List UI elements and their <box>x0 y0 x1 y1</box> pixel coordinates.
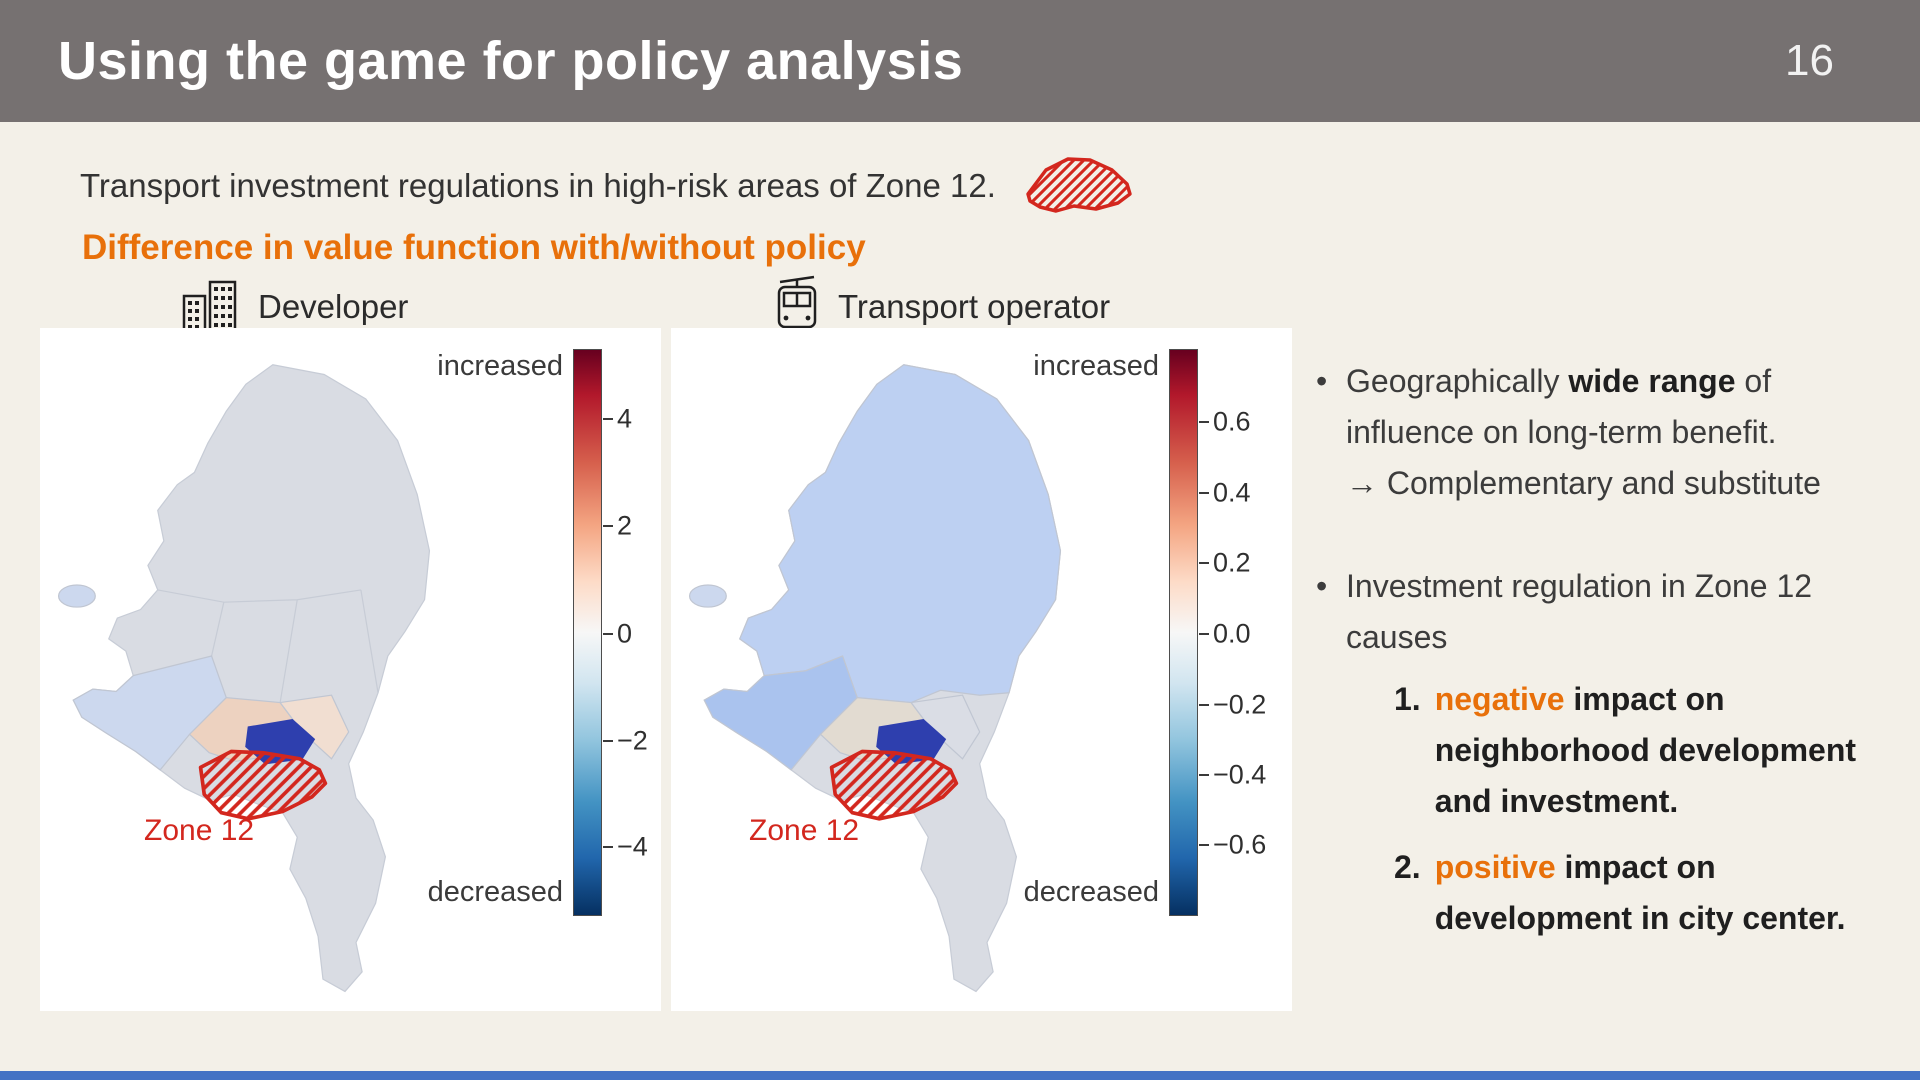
notes-panel: • Geographically wide range of influence… <box>1316 356 1908 1056</box>
colorbar-tick-label: −4 <box>617 831 648 862</box>
colorbar-tick-label: 0 <box>617 618 633 649</box>
note-text-segment: influence on long-term benefit. <box>1346 414 1777 450</box>
colorbar-tick-label: 2 <box>617 510 633 541</box>
intro-text: Transport investment regulations in high… <box>80 167 996 204</box>
note-text-segment: Geographically <box>1346 363 1569 399</box>
map-caption-label-developer: Developer <box>258 288 409 325</box>
list-number: 2. <box>1394 849 1421 885</box>
colorbar-tick <box>603 418 613 420</box>
colorbar-tick <box>603 740 613 742</box>
zone-north-blue <box>739 364 1062 704</box>
map-panel-developer: increased decreased 4 2 0 −2 −4 Zone 12 <box>40 328 661 1011</box>
subtitle: Difference in value function with/withou… <box>82 228 866 267</box>
zone-borders <box>133 589 379 703</box>
zone-12-label: Zone 12 <box>144 814 255 847</box>
choropleth-map-transport <box>688 364 1062 993</box>
note-text-segment: of <box>1735 363 1772 399</box>
note-regulation: • Investment regulation in Zone 12 cause… <box>1316 561 1812 663</box>
intro-row: Transport investment regulations in high… <box>80 152 1140 220</box>
note-text-bold: and investment. <box>1434 783 1679 819</box>
colorbar-tick <box>1199 704 1209 706</box>
colorbar-bottom-label: decreased <box>427 876 563 908</box>
list-number: 1. <box>1394 681 1421 717</box>
map-panel-transport-operator: increased decreased 0.6 0.4 0.2 0.0 −0.2… <box>671 328 1292 1011</box>
colorbar-tick-label: −0.4 <box>1213 759 1267 790</box>
highlight-positive: positive <box>1434 849 1556 885</box>
map-caption-developer: Developer <box>178 274 408 340</box>
note-item-negative: 1. negative impact on neighborhood devel… <box>1394 674 1856 827</box>
colorbar-tick <box>603 525 613 527</box>
choropleth-map-developer <box>57 364 431 993</box>
colorbar-tick <box>1199 562 1209 564</box>
note-text-segment: → Complementary and substitute <box>1346 465 1821 501</box>
colorbar-tick <box>1199 774 1209 776</box>
note-text-bold: impact on <box>1564 681 1725 717</box>
colorbar-tick-label: 0.6 <box>1213 406 1251 437</box>
colorbar <box>573 349 602 916</box>
colorbar-tick <box>603 846 613 848</box>
zone-12-hatched-area <box>829 749 959 821</box>
zone-12-hatched-area <box>198 749 328 821</box>
colorbar-tick <box>1199 421 1209 423</box>
zone-light-blue <box>72 655 227 771</box>
colorbar-tick-label: 0.2 <box>1213 547 1251 578</box>
map-caption-transport: Transport operator <box>772 274 1110 340</box>
colorbar-tick-label: 0.0 <box>1213 618 1251 649</box>
colorbar-tick-label: −2 <box>617 725 648 756</box>
page-number: 16 <box>1785 36 1834 85</box>
colorbar <box>1169 349 1198 916</box>
map-caption-label-transport: Transport operator <box>838 288 1111 325</box>
note-text-bold: development in city center. <box>1434 900 1846 936</box>
note-text-bold: neighborhood development <box>1434 732 1857 768</box>
highlight-negative: negative <box>1434 681 1565 717</box>
note-text-bold: wide range <box>1568 363 1736 399</box>
colorbar-top-label: increased <box>1033 350 1159 382</box>
colorbar-tick <box>1199 844 1209 846</box>
bottom-accent-bar <box>0 1071 1920 1080</box>
zone-mid-blue <box>703 655 858 771</box>
colorbar-tick <box>1199 633 1209 635</box>
hatched-zone-icon <box>1026 157 1132 213</box>
colorbar-tick <box>603 633 613 635</box>
island <box>57 584 96 608</box>
colorbar-tick-label: 4 <box>617 403 633 434</box>
bullet-marker: • <box>1316 568 1328 604</box>
colorbar-tick-label: 0.4 <box>1213 477 1251 508</box>
island <box>688 584 727 608</box>
colorbar-top-label: increased <box>437 350 563 382</box>
page-title: Using the game for policy analysis <box>58 31 964 91</box>
note-item-positive: 2. positive impact on development in cit… <box>1394 842 1845 944</box>
colorbar-tick-label: −0.6 <box>1213 829 1267 860</box>
note-text-bold: impact on <box>1555 849 1716 885</box>
zone-12-label: Zone 12 <box>749 814 860 847</box>
note-text-segment: Investment regulation in Zone 12 <box>1346 568 1813 604</box>
note-wide-range: • Geographically wide range of influence… <box>1316 356 1821 509</box>
colorbar-tick-label: −0.2 <box>1213 689 1267 720</box>
colorbar-bottom-label: decreased <box>1023 876 1159 908</box>
colorbar-tick <box>1199 492 1209 494</box>
slide-header: Using the game for policy analysis 16 <box>0 0 1920 122</box>
note-text-segment: causes <box>1346 619 1448 655</box>
bullet-marker: • <box>1316 363 1328 399</box>
